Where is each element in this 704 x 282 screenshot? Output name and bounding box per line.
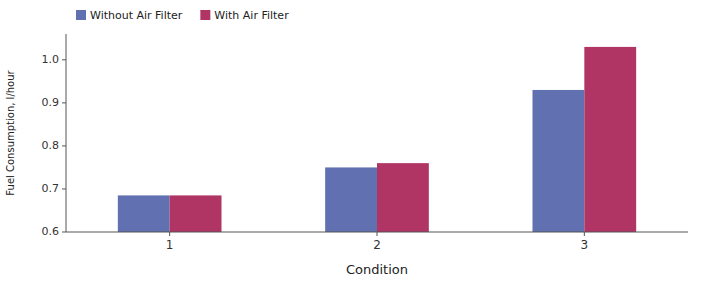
legend: Without Air Filter With Air Filter <box>76 9 289 22</box>
y-tick-label: 0.7 <box>42 182 60 195</box>
y-tick-label: 0.6 <box>42 225 60 238</box>
bar <box>170 195 222 232</box>
bar <box>533 90 585 232</box>
legend-label: With Air Filter <box>214 9 289 22</box>
x-tick <box>377 232 378 236</box>
bar <box>584 47 636 232</box>
x-tick <box>169 232 170 236</box>
bars <box>118 47 636 232</box>
y-axis-label: Fuel Consumption, l/hour <box>5 69 16 195</box>
y-tick-label: 1.0 <box>42 53 60 66</box>
bar <box>118 195 170 232</box>
y-axis-line <box>66 34 67 232</box>
legend-swatch <box>200 10 210 20</box>
y-tick-label: 0.9 <box>42 96 60 109</box>
bar <box>325 167 377 232</box>
x-tick-label: 3 <box>581 238 589 252</box>
y-tick <box>62 145 66 146</box>
bar <box>377 163 429 232</box>
y-tick <box>62 188 66 189</box>
x-tick-label: 1 <box>166 238 174 252</box>
legend-swatch <box>76 10 86 20</box>
chart: 0.6 0.7 0.8 0.9 1.0 1 2 3 Condition Fuel Consumpt… <box>0 0 704 282</box>
legend-label: Without Air Filter <box>90 9 183 22</box>
y-tick <box>62 59 66 60</box>
y-tick <box>62 102 66 103</box>
x-tick-label: 2 <box>373 238 381 252</box>
y-tick-label: 0.8 <box>42 139 60 152</box>
x-axis-label: Condition <box>346 262 408 277</box>
y-tick <box>62 232 66 233</box>
x-tick <box>584 232 585 236</box>
